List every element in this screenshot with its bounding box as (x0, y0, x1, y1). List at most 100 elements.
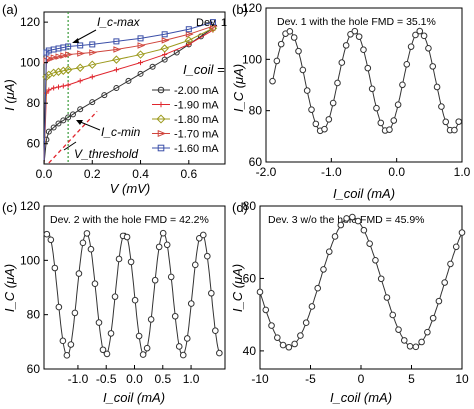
panel-a-corner-text: Dev. 1 (196, 17, 227, 29)
c-x-tick-label: 0.5 (154, 372, 171, 386)
data-point (55, 53, 64, 60)
data-point (65, 43, 72, 50)
panel-a-series (42, 19, 218, 165)
panel-d-x-ticks: -10 -5 0 5 10 (251, 365, 469, 386)
c-data-point (83, 230, 91, 237)
data-point (137, 42, 146, 49)
d-data-point (285, 343, 293, 351)
data-point (50, 54, 59, 61)
series-line-4 (43, 21, 214, 165)
series-line-2 (43, 27, 214, 165)
panel-c-series (43, 229, 223, 359)
b-data-point (351, 27, 359, 35)
c-y-tick-label: 120 (20, 199, 40, 213)
b-data-point (412, 31, 419, 39)
c-data-point (183, 335, 191, 342)
panel-d-x-label: I_coil (mA) (330, 390, 392, 405)
b-data-point (425, 44, 432, 52)
c-data-point (43, 230, 51, 238)
annotation-arrowhead-min (76, 120, 83, 125)
data-point (69, 111, 76, 118)
d-data-point (452, 243, 460, 251)
d-data-point (331, 233, 339, 240)
data-point (89, 99, 96, 106)
data-point (59, 66, 68, 75)
a-x-tick-label: 0.4 (132, 167, 149, 181)
c-data-point (107, 330, 115, 337)
b-data-point (451, 126, 458, 134)
annotation-ic-min: I_c-min (101, 125, 141, 139)
threshold-fit-line (48, 110, 98, 164)
d-data-point (412, 343, 420, 351)
legend-label: -2.00 mA (174, 85, 219, 97)
data-point (45, 128, 52, 135)
annotation-arrowhead-max (72, 38, 79, 43)
data-point (149, 63, 156, 70)
panel-a-plot-area (43, 11, 226, 165)
d-data-point (291, 340, 298, 348)
d-data-point (395, 326, 402, 333)
a-x-tick-label: 0.6 (180, 167, 197, 181)
data-point (137, 70, 144, 77)
c-data-point (47, 236, 55, 244)
data-point (43, 57, 52, 64)
b-data-point (312, 120, 320, 128)
c-data-point (155, 243, 163, 251)
c-data-point (55, 303, 63, 311)
b-data-point (364, 64, 372, 72)
data-point (65, 114, 72, 121)
c-data-point (123, 233, 131, 241)
c-data-point (167, 273, 175, 281)
c-data-point (187, 300, 195, 307)
d-x-tick-label: -5 (305, 372, 316, 386)
d-data-point (308, 303, 316, 310)
c-y-tick-label: 100 (20, 253, 40, 267)
data-point (55, 84, 61, 90)
b-data-point (321, 125, 328, 133)
c-data-point (204, 252, 211, 260)
d-data-point (424, 328, 431, 336)
data-point (60, 52, 69, 59)
panel-b-tag: (b) (232, 2, 248, 17)
data-point (51, 85, 57, 91)
b-data-point (295, 47, 302, 55)
panel-c-y-ticks: 60 80 100 120 (20, 199, 48, 376)
c-data-point (87, 245, 95, 253)
c-data-point (131, 296, 139, 304)
d-fit-line (259, 216, 463, 348)
c-data-point (63, 352, 71, 359)
b-data-point (290, 34, 298, 41)
panel-c-tag: (c) (2, 200, 17, 215)
data-point (157, 144, 165, 152)
data-point (50, 124, 57, 131)
panel-d-tag: (d) (232, 200, 248, 215)
data-point (113, 38, 120, 45)
b-data-point (286, 28, 294, 35)
panel-a-legend-title: I_coil = (183, 62, 225, 77)
c-x-tick-label: 0.0 (126, 372, 143, 386)
panel-a-annotations: I_c-max I_c-min V_threshold (63, 15, 141, 161)
data-point (60, 83, 66, 89)
c-x-tick-label: -1.0 (68, 372, 89, 386)
data-point (156, 114, 166, 124)
d-x-tick-label: 10 (455, 372, 469, 386)
d-data-point (268, 322, 275, 329)
data-point (101, 92, 108, 99)
b-data-point (368, 85, 376, 93)
d-data-point (360, 226, 368, 234)
c-data-point (111, 293, 119, 300)
c-data-point (179, 351, 187, 359)
d-data-point (366, 240, 373, 247)
c-data-point (191, 261, 199, 269)
b-data-point (334, 79, 341, 87)
b-x-tick-label: -2.0 (256, 165, 277, 179)
d-data-point (314, 284, 322, 292)
b-data-point (299, 66, 307, 74)
c-data-point (71, 309, 79, 317)
legend-label: -1.80 mA (174, 114, 219, 126)
data-point (161, 56, 168, 63)
b-data-point (303, 87, 311, 94)
b-data-point (269, 77, 276, 85)
data-point (157, 86, 165, 94)
b-x-tick-label: 0.0 (388, 165, 405, 179)
